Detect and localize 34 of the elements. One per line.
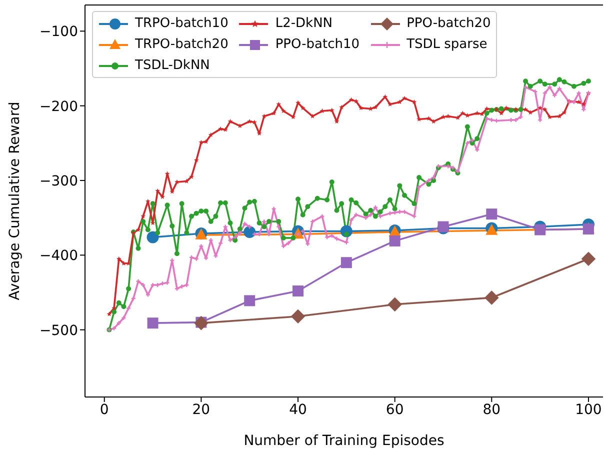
point (147, 318, 158, 329)
y-tick-label: −400 (40, 248, 78, 264)
point (581, 252, 596, 266)
point (389, 235, 400, 246)
point (484, 290, 499, 305)
y-axis-title: Average Cumulative Reward (6, 102, 23, 300)
point (244, 295, 256, 306)
legend-label: TRPO-batch20 (135, 37, 228, 52)
y-tick-label: −200 (40, 98, 78, 115)
x-tick-label: 100 (575, 402, 602, 418)
legend-label: TSDL-DkNN (135, 58, 210, 73)
legend-label: L2-DkNN (275, 16, 333, 31)
point (146, 231, 159, 244)
x-tick-label: 0 (100, 402, 109, 418)
y-tick-label: −500 (40, 322, 78, 339)
x-tick-label: 80 (482, 402, 501, 418)
point (486, 208, 498, 220)
x-tick-label: 20 (192, 402, 210, 418)
point (244, 226, 256, 238)
legend-label: TSDL sparse (406, 37, 488, 52)
point (194, 316, 208, 330)
x-tick-label: 40 (289, 402, 307, 418)
legend-label: PPO-batch20 (406, 16, 491, 31)
y-tick-label: −100 (40, 24, 78, 40)
point (388, 297, 402, 312)
point (534, 224, 546, 236)
point (290, 309, 306, 324)
legend-label: PPO-batch10 (275, 37, 360, 52)
point (292, 285, 304, 296)
x-axis-title: Number of Training Episodes (244, 433, 444, 449)
y-tick-label: −300 (40, 173, 78, 190)
x-tick-label: 60 (386, 402, 404, 418)
point (340, 257, 352, 268)
legend-label: TRPO-batch10 (135, 16, 228, 31)
